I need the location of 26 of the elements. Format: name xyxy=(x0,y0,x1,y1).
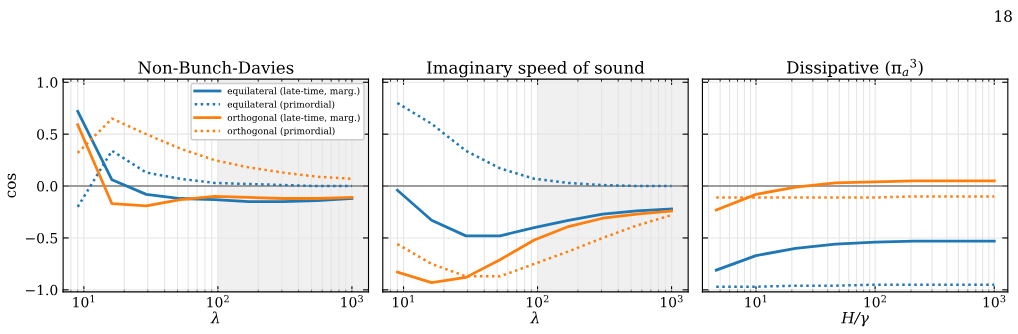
text: 18 xyxy=(995,10,1012,22)
y-tick-label: −1.0 xyxy=(26,284,58,296)
y-axis-title: cos xyxy=(7,173,17,198)
legend-label: orthogonal (late-time, marg.) xyxy=(227,113,360,123)
x-axis-title: λ xyxy=(530,311,539,324)
x-tick-label: 10$^{3}$ xyxy=(661,294,683,308)
x-axis-title: H/γ xyxy=(841,312,869,327)
legend-label: orthogonal (primordial) xyxy=(227,127,335,137)
x-axis-title: λ xyxy=(210,311,220,324)
x-tick-label: 10$^{2}$ xyxy=(207,294,229,308)
chart-title: Dissipative (π$_{a}$$^{3}$) xyxy=(787,58,923,77)
x-tick-label: 10$^{1}$ xyxy=(393,294,414,308)
x-tick-label: 10$^{1}$ xyxy=(745,294,767,308)
legend-label: equilateral (late-time, marg.) xyxy=(227,87,360,97)
chart-title: Non-Bunch-Davies xyxy=(138,60,294,74)
x-tick-label: 10$^{1}$ xyxy=(73,294,95,308)
y-tick-label: 1.0 xyxy=(37,77,58,88)
chart-title: Imaginary speed of sound xyxy=(426,60,645,78)
y-tick-label: −0.5 xyxy=(26,232,58,244)
y-tick-label: 0.0 xyxy=(37,181,58,192)
legend-label: equilateral (primordial) xyxy=(227,100,335,110)
x-tick-label: 10$^{2}$ xyxy=(527,294,549,308)
x-tick-label: 10$^{3}$ xyxy=(341,294,363,308)
y-tick-label: 0.5 xyxy=(37,129,58,140)
x-tick-label: 10$^{3}$ xyxy=(983,294,1006,308)
x-tick-label: 10$^{2}$ xyxy=(864,294,886,308)
